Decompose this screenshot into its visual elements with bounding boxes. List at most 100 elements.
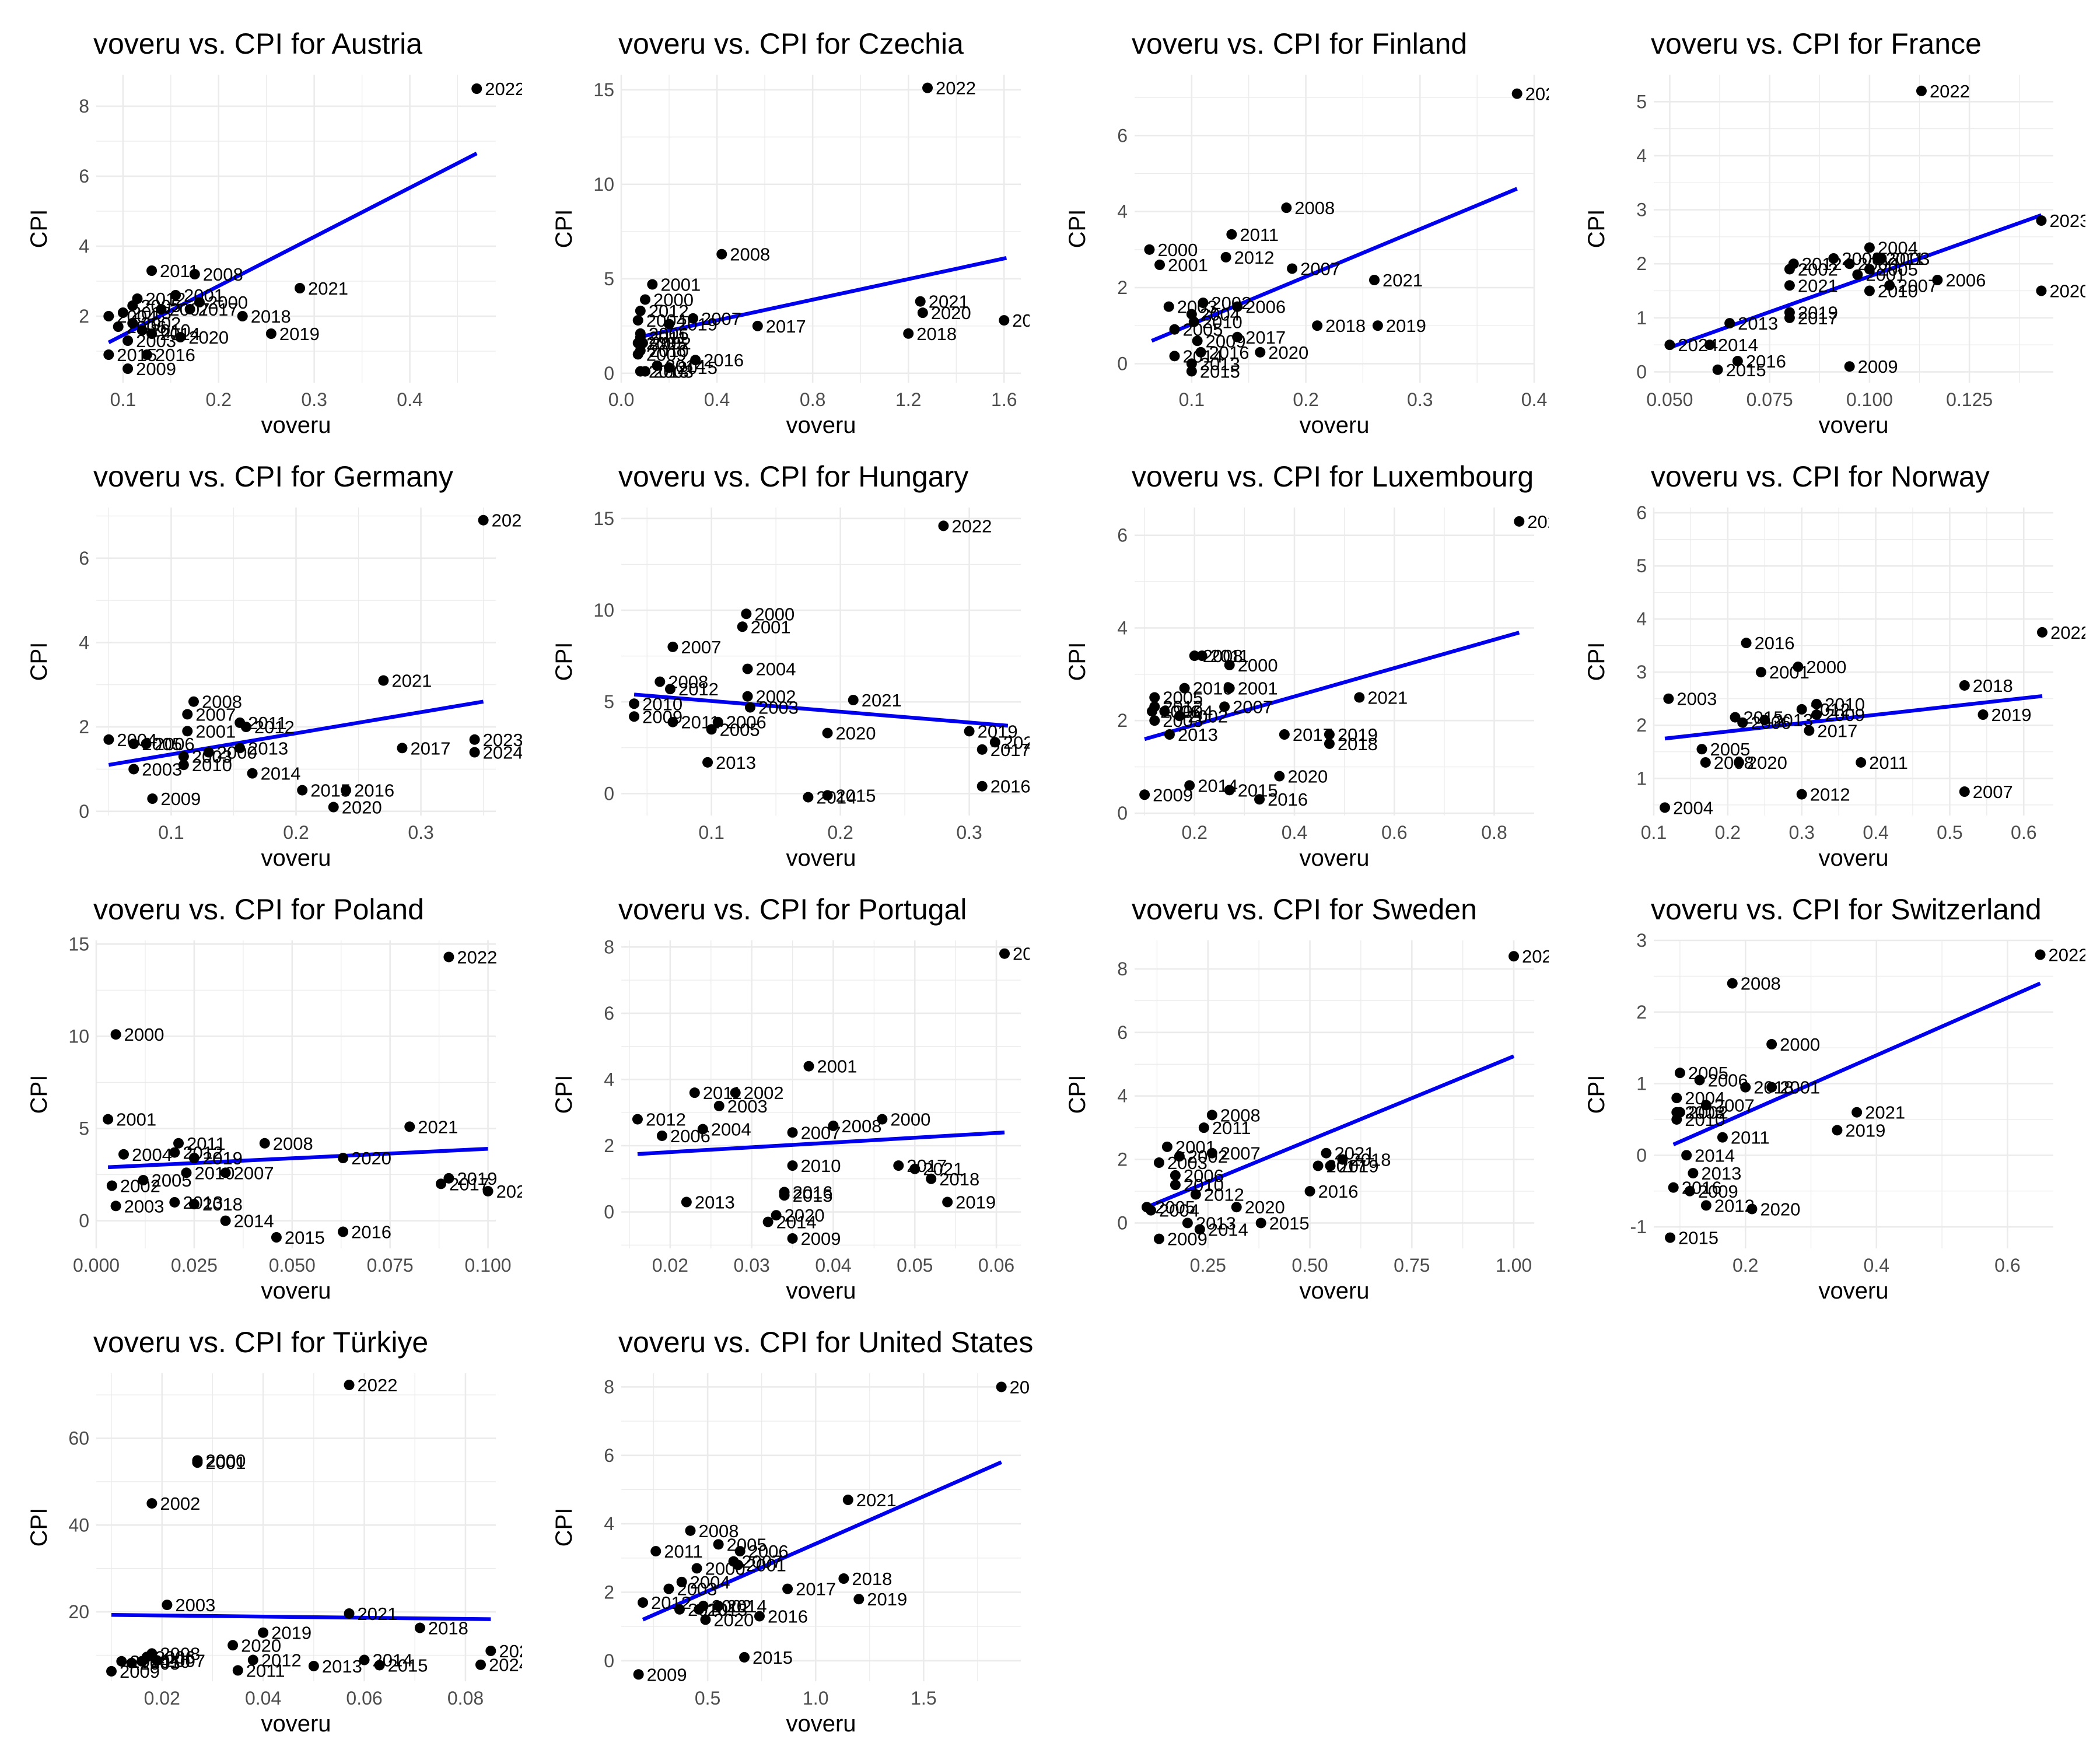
- point-label: 2010: [1825, 694, 1865, 715]
- data-point: [1369, 275, 1380, 285]
- point-label: 2008: [1220, 1105, 1261, 1125]
- data-point: [1312, 1160, 1324, 1171]
- y-tick-label: 8: [79, 96, 89, 117]
- data-point: [128, 739, 139, 750]
- data-point: [1828, 253, 1839, 264]
- x-tick-label: 0.2: [1293, 389, 1318, 410]
- facet-panel: voveru vs. CPI for Austria 0.1 0.2 0.3 0.4 2 4…: [26, 27, 522, 438]
- data-point: [1149, 715, 1160, 726]
- data-point: [632, 1114, 643, 1125]
- data-point: [742, 663, 753, 674]
- y-tick-label: 8: [604, 1376, 614, 1397]
- point-label: 2019: [956, 1192, 996, 1213]
- data-point: [633, 1669, 644, 1680]
- data-point: [713, 1100, 724, 1111]
- data-point: [1668, 1182, 1679, 1193]
- x-tick-label: 0.2: [1715, 822, 1741, 843]
- y-tick-label: 1: [1636, 768, 1647, 789]
- point-label: 2014: [816, 788, 856, 808]
- data-point: [688, 313, 699, 324]
- x-tick-label: 0.06: [346, 1688, 382, 1709]
- y-tick-label: 5: [1636, 91, 1647, 112]
- data-point: [915, 296, 926, 307]
- data-point: [435, 1178, 446, 1189]
- point-label: 2001: [751, 617, 791, 637]
- point-label: 2014: [234, 1211, 274, 1231]
- x-tick-label: 0.1: [110, 389, 136, 410]
- point-label: 2011: [649, 327, 688, 348]
- point-label: 2002: [160, 1493, 200, 1514]
- data-point: [1153, 1233, 1164, 1244]
- y-tick-label: 0: [1636, 361, 1647, 382]
- data-point: [787, 1160, 798, 1171]
- data-point: [126, 1657, 137, 1668]
- point-label: 2018: [1350, 1150, 1391, 1170]
- point-label: 2003: [124, 1196, 164, 1216]
- data-point: [247, 768, 258, 779]
- point-label: 2007: [742, 1552, 782, 1572]
- x-tick-label: 0.3: [408, 822, 433, 843]
- point-label: 2020: [1268, 342, 1308, 363]
- data-point: [1192, 335, 1203, 347]
- point-label: 2004: [1673, 797, 1713, 818]
- data-point: [1170, 1170, 1181, 1181]
- data-point: [752, 320, 763, 331]
- y-axis-label: CPI: [26, 1508, 52, 1547]
- x-axis-label: voveru: [1818, 1278, 1888, 1304]
- x-tick-label: 0.50: [1292, 1255, 1328, 1276]
- data-point: [1144, 244, 1155, 255]
- point-label: 2018: [202, 1194, 243, 1215]
- data-point: [1852, 1107, 1863, 1118]
- x-tick-label: 0.2: [206, 389, 232, 410]
- y-tick-label: 5: [1636, 555, 1647, 576]
- point-label: 2000: [205, 1450, 246, 1471]
- data-point: [663, 1583, 674, 1594]
- data-point: [1169, 351, 1180, 362]
- x-tick-label: 0.4: [1863, 822, 1888, 843]
- data-point: [1161, 1141, 1172, 1152]
- data-point: [1312, 320, 1323, 331]
- data-point: [1724, 318, 1735, 329]
- point-label: 2012: [1204, 1184, 1244, 1205]
- point-label: 2021: [862, 690, 902, 711]
- y-tick-label: 0: [604, 363, 614, 384]
- point-label: 2022: [2049, 945, 2089, 965]
- data-point: [1139, 789, 1150, 800]
- data-point: [237, 311, 248, 321]
- y-tick-label: 0: [604, 1650, 614, 1671]
- x-tick-label: 0.08: [447, 1688, 484, 1709]
- point-label: 2022: [1522, 946, 1562, 967]
- data-point: [338, 1226, 349, 1237]
- point-label: 2000: [1157, 240, 1198, 260]
- data-point: [632, 315, 643, 326]
- point-label: 2015: [1269, 1213, 1310, 1233]
- data-point: [676, 1576, 687, 1587]
- data-point: [664, 319, 675, 330]
- data-point: [1372, 320, 1383, 331]
- data-point: [178, 760, 189, 771]
- point-label: 2007: [1714, 1095, 1755, 1115]
- point-label: 2003: [1889, 249, 1930, 269]
- regression-line: [1146, 1054, 1515, 1209]
- data-point: [110, 1029, 121, 1040]
- y-axis-label: CPI: [1065, 209, 1090, 249]
- y-tick-label: 6: [79, 548, 89, 569]
- data-point: [1154, 259, 1166, 270]
- point-label: 2017: [1817, 720, 1857, 741]
- data-point: [713, 1539, 724, 1550]
- point-label: 2020: [241, 1635, 281, 1656]
- data-point: [938, 520, 949, 531]
- point-label: 2010: [801, 1156, 841, 1176]
- data-point: [739, 1651, 750, 1663]
- panel-title: voveru vs. CPI for Sweden: [1132, 893, 1477, 926]
- point-label: 2007: [234, 1163, 274, 1183]
- data-point: [1224, 785, 1235, 796]
- panel-title: voveru vs. CPI for Portugal: [618, 893, 967, 926]
- data-point: [469, 747, 480, 758]
- data-point: [664, 362, 675, 373]
- point-label: 2020: [2049, 281, 2090, 302]
- data-point: [1232, 301, 1243, 312]
- point-label: 2016: [768, 1607, 808, 1627]
- point-label: 2023: [1003, 732, 1044, 753]
- data-point: [1784, 280, 1795, 291]
